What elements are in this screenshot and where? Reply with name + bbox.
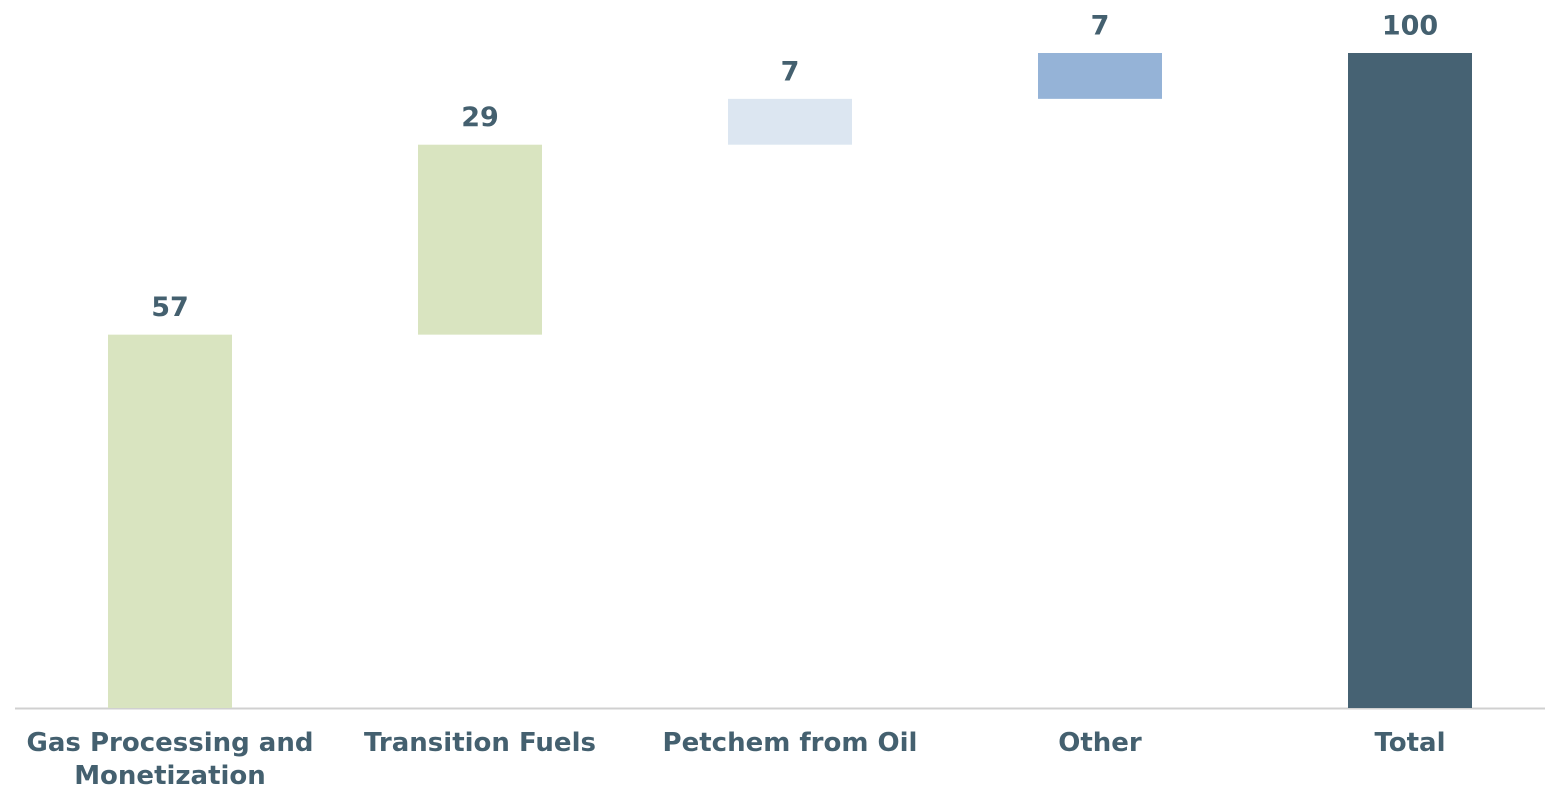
bar xyxy=(728,98,852,145)
value-label: 57 xyxy=(151,292,189,323)
value-label: 7 xyxy=(1091,11,1110,42)
value-label: 100 xyxy=(1382,11,1438,42)
bar xyxy=(1348,53,1472,708)
x-tick-label: Petchem from Oil xyxy=(662,728,918,758)
x-tick-label: Transition Fuels xyxy=(364,728,596,758)
x-tick-label: Gas Processing and Monetization xyxy=(26,728,314,790)
value-label: 7 xyxy=(781,56,800,87)
value-label: 29 xyxy=(461,102,499,133)
bar xyxy=(1038,53,1162,99)
x-tick-label: Other xyxy=(1058,728,1142,758)
bar xyxy=(108,334,232,708)
x-tick-label: Total xyxy=(1374,728,1446,758)
bar xyxy=(418,144,542,335)
